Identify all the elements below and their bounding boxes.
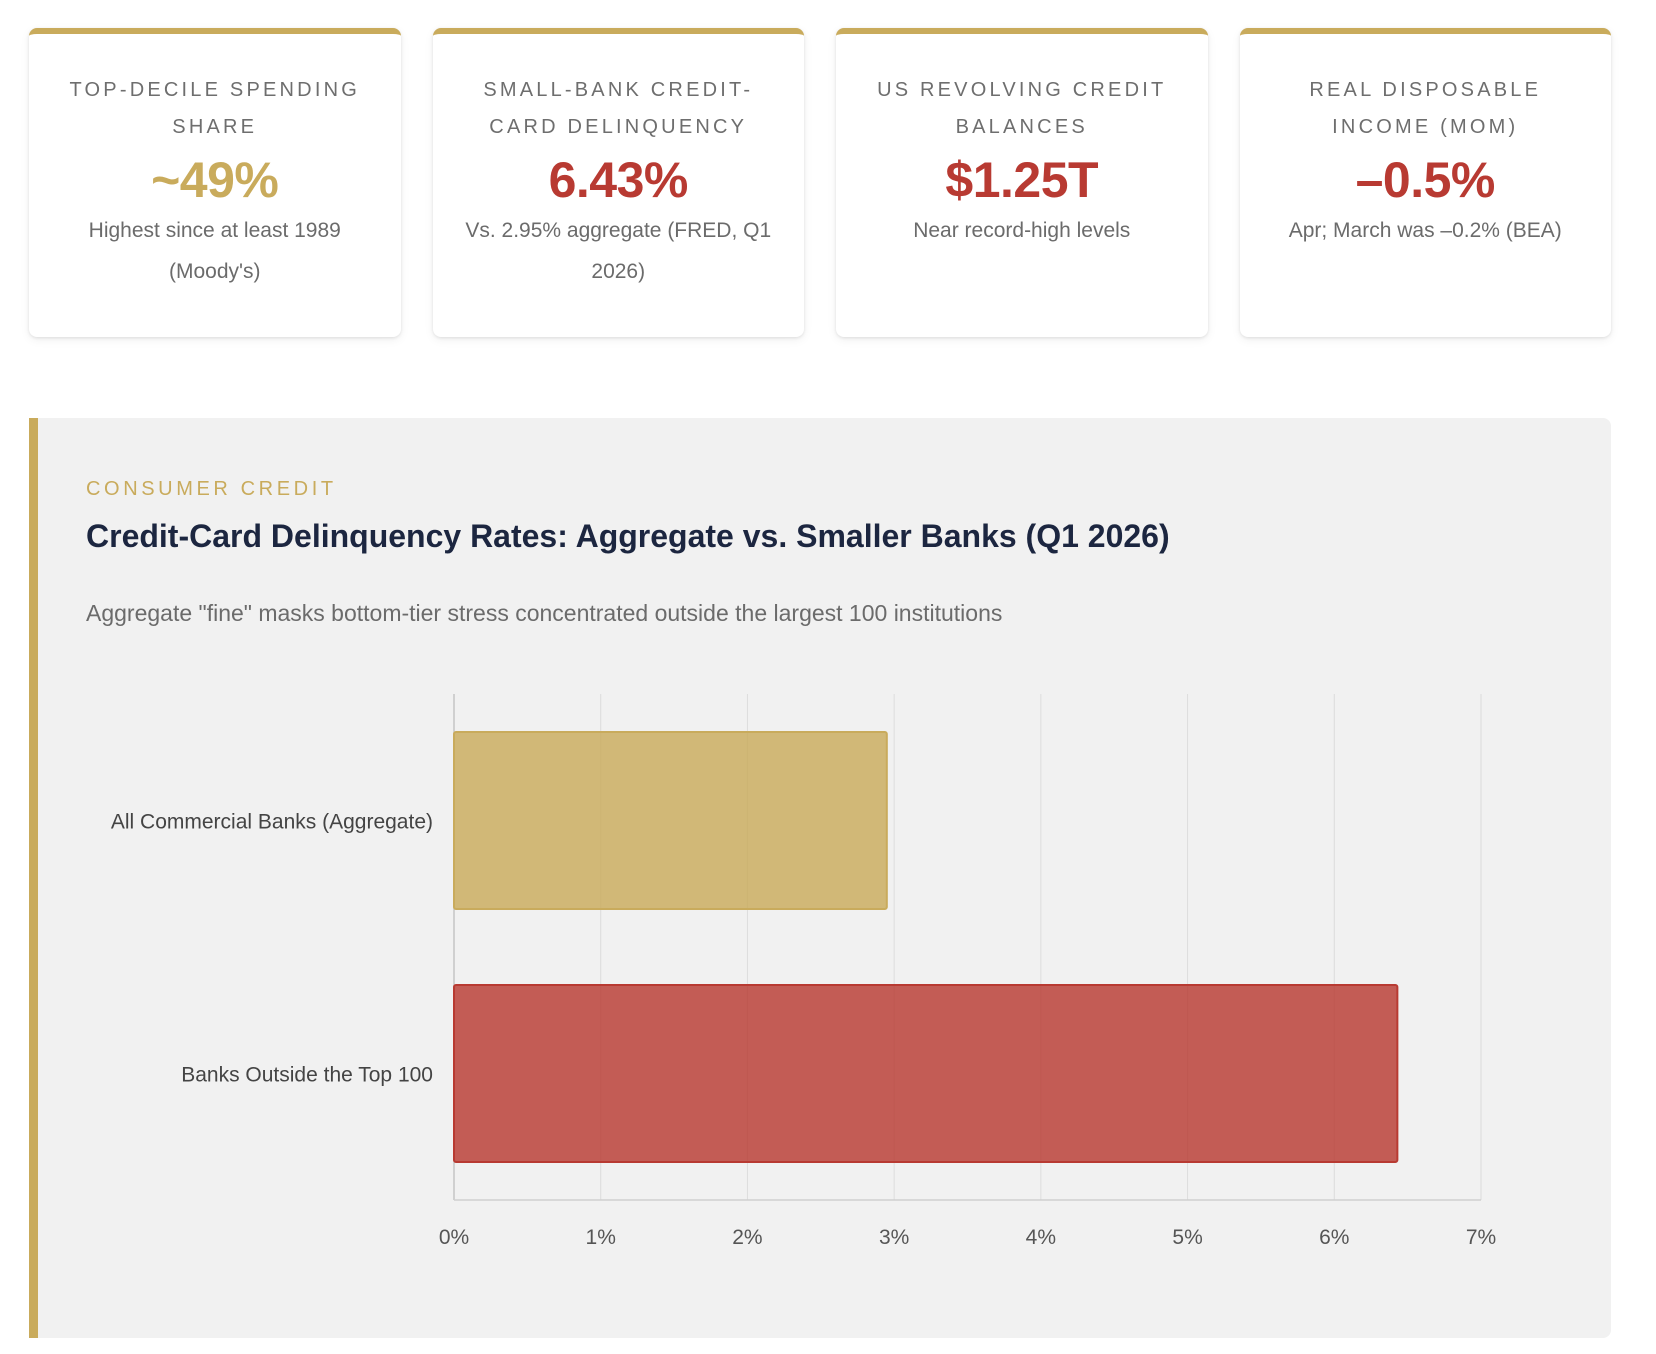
x-tick-label: 6% (1319, 1226, 1349, 1249)
y-category-label: All Commercial Banks (Aggregate) (111, 811, 433, 834)
stat-label: US REVOLVING CREDIT BALANCES (877, 79, 1167, 138)
stat-value: –0.5% (1355, 152, 1496, 208)
stat-cards: TOP-DECILE SPENDING SHARE ~49% Highest s… (29, 28, 1611, 337)
stat-value: 6.43% (548, 152, 689, 208)
x-tick-label: 2% (732, 1226, 762, 1249)
y-category-label: Banks Outside the Top 100 (181, 1064, 433, 1087)
x-tick-label: 1% (586, 1226, 616, 1249)
stat-value: ~49% (151, 152, 279, 208)
x-tick-label: 7% (1466, 1226, 1496, 1249)
chart-subtitle: Aggregate "fine" masks bottom-tier stres… (86, 600, 1003, 626)
stat-card-small-bank-delinquency: SMALL-BANK CREDIT-CARD DELINQUENCY 6.43%… (432, 28, 804, 337)
chart-title: Credit-Card Delinquency Rates: Aggregate… (86, 518, 1170, 554)
section-eyebrow: CONSUMER CREDIT (86, 478, 337, 500)
stat-card-real-disposable-income: REAL DISPOSABLE INCOME (MOM) –0.5% Apr; … (1239, 28, 1611, 337)
chart-panel: CONSUMER CREDIT Credit-Card Delinquency … (29, 418, 1611, 1338)
stat-label: SMALL-BANK CREDIT-CARD DELINQUENCY (483, 79, 754, 138)
stat-note: Vs. 2.95% aggregate (FRED, Q1 2026) (465, 219, 772, 283)
stat-note: Highest since at least 1989 (Moody's) (88, 219, 341, 283)
stat-label: REAL DISPOSABLE INCOME (MOM) (1309, 79, 1542, 138)
bar (453, 983, 1399, 1164)
bar (453, 730, 888, 911)
x-tick-label: 5% (1172, 1226, 1202, 1249)
x-tick-label: 4% (1026, 1226, 1056, 1249)
stat-card-top-decile-spending: TOP-DECILE SPENDING SHARE ~49% Highest s… (29, 28, 401, 337)
stat-note: Apr; March was –0.2% (BEA) (1288, 219, 1562, 242)
x-tick-label: 3% (879, 1226, 909, 1249)
stat-note: Near record-high levels (913, 219, 1131, 242)
stat-card-revolving-credit: US REVOLVING CREDIT BALANCES $1.25T Near… (836, 28, 1208, 337)
x-tick-label: 0% (439, 1226, 469, 1249)
stat-value: $1.25T (945, 152, 1099, 208)
stat-label: TOP-DECILE SPENDING SHARE (69, 79, 360, 138)
bar-chart: 0% 1% 2% 3% 4% 5% 6% 7% All Commercial Banks (Ag… (111, 694, 1496, 1249)
